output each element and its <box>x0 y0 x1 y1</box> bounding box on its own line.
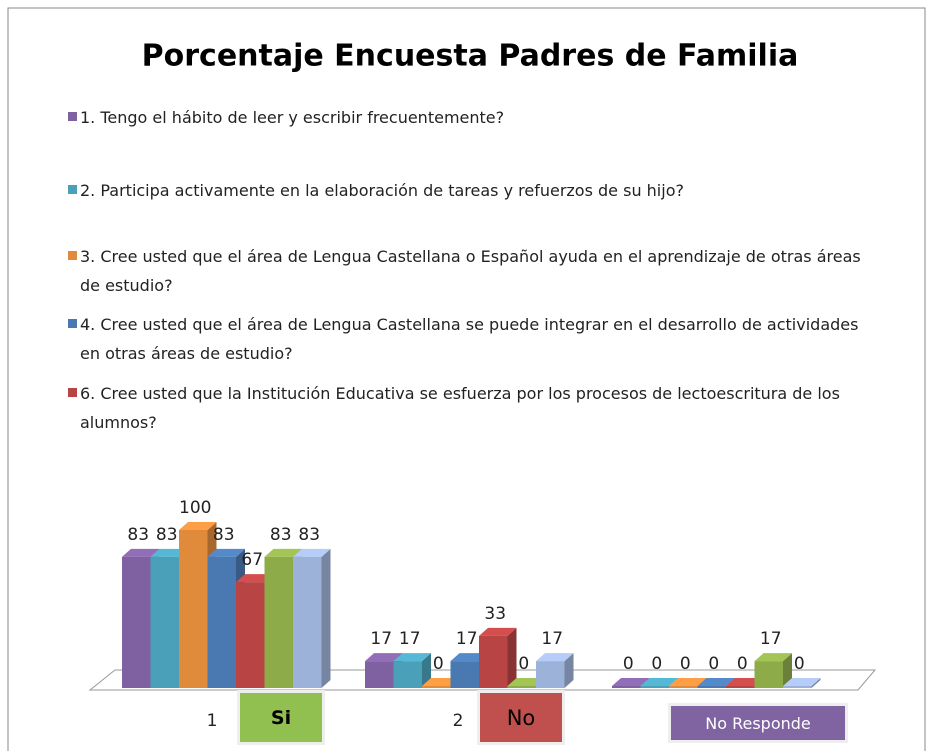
bar <box>450 661 479 688</box>
bar <box>726 686 755 688</box>
bar <box>264 556 293 688</box>
bar <box>536 661 565 688</box>
bar <box>122 556 151 688</box>
bar <box>669 686 698 688</box>
legend-entry: 6. Cree usted que la Institución Educati… <box>68 379 870 437</box>
bar-side <box>564 653 574 688</box>
annotation-box: No Responde <box>668 703 848 743</box>
bar-top <box>479 627 517 636</box>
bar <box>422 686 451 688</box>
data-label: 17 <box>541 629 563 649</box>
data-label: 17 <box>760 629 782 649</box>
bar <box>640 686 669 688</box>
bar-top <box>365 653 403 662</box>
legend-swatch <box>68 319 77 328</box>
data-label: 67 <box>241 550 263 570</box>
legend-swatch <box>68 251 77 260</box>
bar-side <box>783 653 792 688</box>
bar-top <box>726 678 764 686</box>
bar-top <box>612 678 650 686</box>
bar-top <box>754 653 792 662</box>
data-label: 83 <box>156 525 178 545</box>
data-label: 0 <box>623 654 634 674</box>
bar-top <box>207 548 245 557</box>
bar <box>697 686 726 688</box>
bar-top <box>450 653 488 662</box>
data-label: 0 <box>708 654 719 674</box>
legend-entry: 2. Participa activamente en la elaboraci… <box>68 176 870 205</box>
data-label: 0 <box>433 654 444 674</box>
x-tick-label: 1 <box>207 711 218 731</box>
data-label: 100 <box>179 498 211 518</box>
data-label: 17 <box>456 629 478 649</box>
chart-frame <box>7 7 926 751</box>
bar <box>365 661 394 688</box>
bar-side <box>811 678 821 688</box>
bar-top <box>293 548 331 557</box>
bar-top <box>236 574 274 583</box>
data-label: 17 <box>399 629 421 649</box>
data-label: 0 <box>651 654 662 674</box>
bar <box>393 661 422 688</box>
annotation-box: No <box>477 690 565 745</box>
bar-top <box>393 653 431 662</box>
data-label: 0 <box>737 654 748 674</box>
bar-top <box>536 653 574 662</box>
legend-swatch <box>68 185 77 194</box>
bar <box>293 556 322 688</box>
data-label: 33 <box>484 604 506 624</box>
legend-entry: 4. Cree usted que el área de Lengua Cast… <box>68 310 870 368</box>
bar <box>207 556 236 688</box>
legend-entry: 3. Cree usted que el área de Lengua Cast… <box>68 242 870 300</box>
bar <box>507 686 536 688</box>
bar-top <box>150 548 188 557</box>
bar-side <box>507 627 517 688</box>
bar <box>612 686 641 688</box>
bar <box>783 686 812 688</box>
data-label: 83 <box>270 525 292 545</box>
data-label: 83 <box>213 525 235 545</box>
annotation-box: Si <box>237 690 325 745</box>
legend-swatch <box>68 112 77 121</box>
legend-swatch <box>68 388 77 397</box>
bar-top <box>422 678 460 686</box>
data-label: 83 <box>127 525 149 545</box>
bar-top <box>122 548 160 557</box>
data-label: 0 <box>680 654 691 674</box>
bar <box>236 582 265 688</box>
bar-top <box>179 522 217 530</box>
bar-top <box>783 678 821 686</box>
data-label: 0 <box>794 654 805 674</box>
data-label: 17 <box>370 629 392 649</box>
chart-title: Porcentaje Encuesta Padres de Familia <box>142 39 799 74</box>
bar <box>179 530 208 688</box>
bar <box>479 635 508 688</box>
bar-top <box>669 678 707 686</box>
bar-side <box>321 548 331 688</box>
data-label: 0 <box>518 654 529 674</box>
bar-top <box>640 678 678 686</box>
x-tick-label: 2 <box>453 711 464 731</box>
bar-top <box>697 678 735 686</box>
data-label: 83 <box>298 525 320 545</box>
bar-top <box>507 678 545 686</box>
legend-entry: 1. Tengo el hábito de leer y escribir fr… <box>68 103 870 132</box>
bar <box>150 556 179 688</box>
bar <box>754 661 783 688</box>
bar-side <box>422 653 431 688</box>
bar-top <box>264 548 302 557</box>
